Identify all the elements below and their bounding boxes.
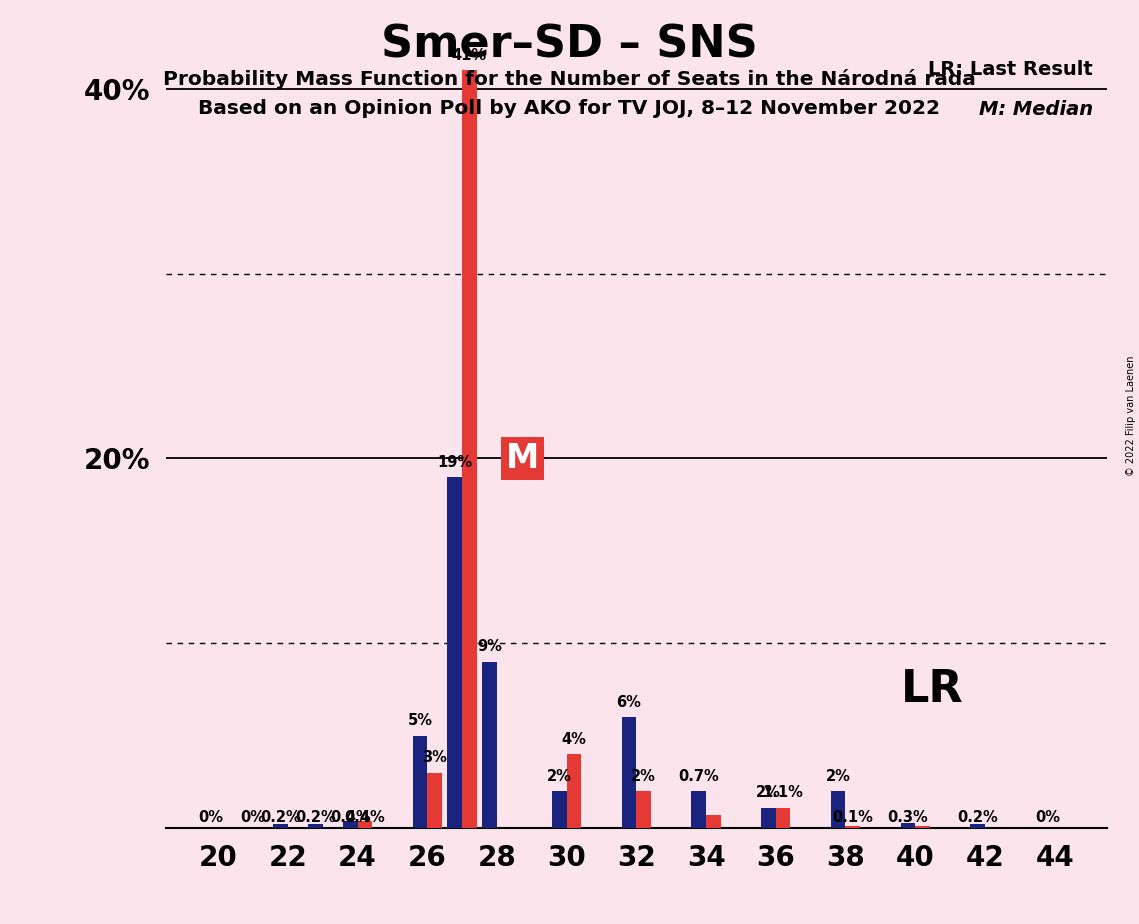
Bar [358,821,372,828]
Text: 0.7%: 0.7% [679,769,719,784]
Bar [482,662,497,828]
Bar [343,821,358,828]
Text: 0.2%: 0.2% [295,810,336,825]
Text: 41%: 41% [452,48,487,63]
Text: 0.1%: 0.1% [833,810,874,825]
Text: LR: Last Result: LR: Last Result [928,60,1092,79]
Bar [462,70,477,828]
Text: 0.3%: 0.3% [887,810,928,825]
Text: 6%: 6% [616,695,641,710]
Bar [637,791,652,828]
Text: 9%: 9% [477,639,502,654]
Bar [970,824,985,828]
Bar [845,826,860,828]
Bar [776,808,790,828]
Bar [916,826,929,828]
Bar [706,815,721,828]
Text: M: Median: M: Median [978,101,1092,119]
Text: 1.1%: 1.1% [763,785,803,800]
Text: 2%: 2% [826,769,851,784]
Bar [566,754,581,828]
Bar [901,822,916,828]
Bar [830,791,845,828]
Bar [273,824,288,828]
Text: 0.2%: 0.2% [957,810,998,825]
Text: © 2022 Filip van Laenen: © 2022 Filip van Laenen [1126,356,1136,476]
Text: Probability Mass Function for the Number of Seats in the Národná rada: Probability Mass Function for the Number… [163,69,976,90]
Bar [308,824,322,828]
Text: 2%: 2% [756,785,781,800]
Text: LR: LR [901,668,964,711]
Text: 0%: 0% [240,810,265,825]
Bar [761,808,776,828]
Text: 3%: 3% [423,750,446,765]
Text: 0%: 0% [1035,810,1059,825]
Bar [691,791,706,828]
Bar [448,477,462,828]
Text: Smer–SD – SNS: Smer–SD – SNS [382,23,757,67]
Text: 0.2%: 0.2% [260,810,301,825]
Text: 19%: 19% [437,455,473,469]
Text: 2%: 2% [547,769,572,784]
Text: 5%: 5% [408,713,433,728]
Bar [412,736,427,828]
Text: 4%: 4% [562,732,587,747]
Text: 2%: 2% [631,769,656,784]
Text: Based on an Opinion Poll by AKO for TV JOJ, 8–12 November 2022: Based on an Opinion Poll by AKO for TV J… [198,99,941,118]
Bar [622,717,637,828]
Bar [427,772,442,828]
Bar [552,791,566,828]
Text: 0%: 0% [198,810,223,825]
Text: 0.4%: 0.4% [330,810,370,825]
Text: 0.4%: 0.4% [344,810,385,825]
Text: M: M [506,442,539,475]
